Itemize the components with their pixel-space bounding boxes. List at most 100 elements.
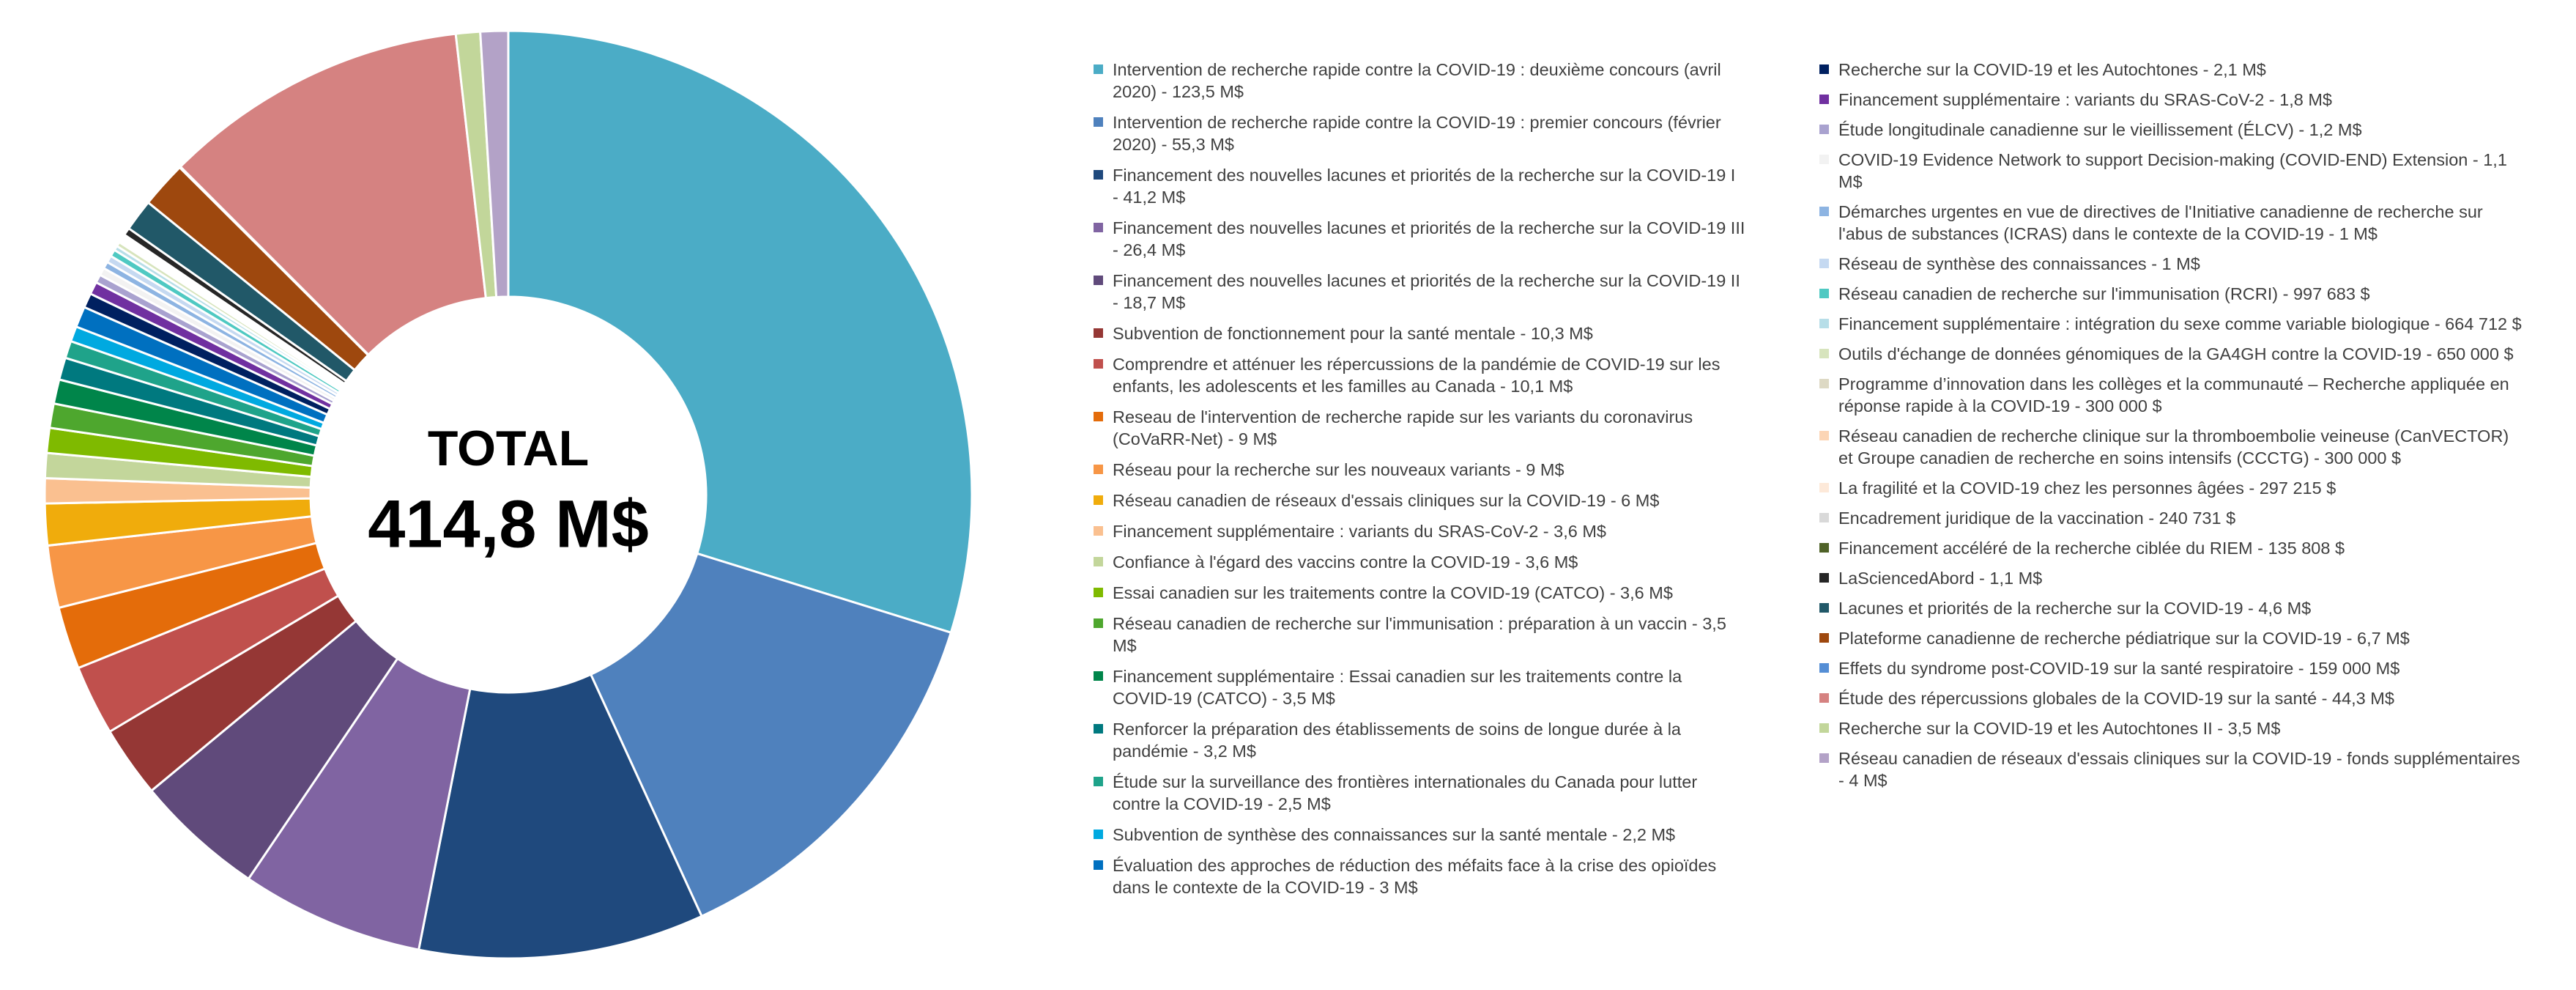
legend-item: LaSciencedAbord - 1,1 M$: [1819, 567, 2523, 589]
legend-item: La fragilité et la COVID-19 chez les per…: [1819, 477, 2523, 499]
legend-item: Réseau canadien de réseaux d'essais clin…: [1819, 747, 2523, 791]
donut-slice-40: [479, 29, 510, 299]
legend-swatch: [1094, 618, 1103, 628]
legend-swatch: [1094, 465, 1103, 474]
legend-item: Financement supplémentaire : intégration…: [1819, 313, 2523, 335]
legend-item: Réseau canadien de recherche clinique su…: [1819, 425, 2523, 469]
legend-swatch: [1819, 573, 1829, 583]
legend-item: Recherche sur la COVID-19 et les Autocht…: [1819, 59, 2523, 81]
legend-item: Financement accéléré de la recherche cib…: [1819, 537, 2523, 559]
legend-label: Comprendre et atténuer les répercussions…: [1113, 355, 1721, 396]
legend-label: Subvention de synthèse des connaissances…: [1113, 825, 1676, 844]
legend-label: Étude sur la surveillance des frontières…: [1113, 772, 1698, 813]
legend-label: Encadrement juridique de la vaccination …: [1838, 509, 2236, 528]
legend-swatch: [1094, 777, 1103, 786]
legend-swatch: [1819, 155, 1829, 164]
legend-label: Réseau canadien de réseaux d'essais clin…: [1113, 491, 1660, 510]
legend-item: Plateforme canadienne de recherche pédia…: [1819, 627, 2523, 649]
legend-item: Effets du syndrome post-COVID-19 sur la …: [1819, 657, 2523, 679]
legend-swatch: [1819, 319, 1829, 328]
legend-label: Réseau pour la recherche sur les nouveau…: [1113, 460, 1564, 479]
legend-label: Intervention de recherche rapide contre …: [1113, 113, 1721, 154]
legend-label: Reseau de l'intervention de recherche ra…: [1113, 407, 1693, 448]
legend-item: COVID-19 Evidence Network to support Dec…: [1819, 149, 2523, 193]
legend-swatch: [1094, 557, 1103, 566]
legend-item: Comprendre et atténuer les répercussions…: [1094, 353, 1745, 397]
legend-label: Étude longitudinale canadienne sur le vi…: [1838, 120, 2362, 139]
legend-item: Encadrement juridique de la vaccination …: [1819, 507, 2523, 529]
legend-swatch: [1094, 724, 1103, 734]
legend-item: Recherche sur la COVID-19 et les Autocht…: [1819, 717, 2523, 739]
legend-swatch: [1094, 588, 1103, 597]
legend-item: Réseau pour la recherche sur les nouveau…: [1094, 459, 1745, 481]
legend-swatch: [1094, 860, 1103, 870]
legend-label: Réseau canadien de recherche clinique su…: [1838, 426, 2509, 468]
legend-item: Intervention de recherche rapide contre …: [1094, 59, 1745, 103]
legend-item: Renforcer la préparation des établisseme…: [1094, 718, 1745, 762]
legend-label: Réseau canadien de recherche sur l'immun…: [1113, 614, 1726, 655]
legend-swatch: [1094, 328, 1103, 338]
center-total-value: 414,8 M$: [368, 487, 649, 562]
legend-label: Renforcer la préparation des établisseme…: [1113, 720, 1681, 761]
legend-label: Financement des nouvelles lacunes et pri…: [1113, 271, 1740, 312]
legend-label: Outils d'échange de données génomiques d…: [1838, 344, 2514, 363]
legend-label: Évaluation des approches de réduction de…: [1113, 856, 1717, 897]
donut-slices: [43, 29, 973, 960]
legend-swatch: [1819, 603, 1829, 613]
legend-label: Programme d’innovation dans les collèges…: [1838, 374, 2509, 415]
legend-swatch: [1094, 526, 1103, 536]
legend-item: Financement supplémentaire : variants du…: [1819, 89, 2523, 111]
legend-item: Financement des nouvelles lacunes et pri…: [1094, 217, 1745, 261]
legend-swatch: [1819, 349, 1829, 358]
legend-swatch: [1819, 513, 1829, 522]
center-total-label: TOTAL: [427, 421, 590, 476]
legend-label: Financement supplémentaire : variants du…: [1838, 90, 2332, 109]
legend-item: Financement supplémentaire : Essai canad…: [1094, 665, 1745, 709]
legend-label: Financement accéléré de la recherche cib…: [1838, 539, 2345, 558]
legend-item: Étude sur la surveillance des frontières…: [1094, 771, 1745, 815]
legend-label: Recherche sur la COVID-19 et les Autocht…: [1838, 719, 2281, 738]
legend-label: Réseau de synthèse des connaissances - 1…: [1838, 254, 2200, 273]
legend-item: Subvention de fonctionnement pour la san…: [1094, 322, 1745, 344]
legend-swatch: [1819, 125, 1829, 134]
legend-item: Réseau canadien de recherche sur l'immun…: [1094, 613, 1745, 657]
legend-swatch: [1094, 64, 1103, 74]
legend-swatch: [1094, 412, 1103, 421]
legend-label: Financement supplémentaire : intégration…: [1838, 314, 2522, 333]
legend-swatch: [1819, 753, 1829, 763]
legend-label: Essai canadien sur les traitements contr…: [1113, 583, 1673, 602]
legend-item: Financement supplémentaire : variants du…: [1094, 520, 1745, 542]
legend-swatch: [1094, 170, 1103, 180]
legend-swatch: [1094, 223, 1103, 232]
legend-label: Financement des nouvelles lacunes et pri…: [1113, 218, 1745, 259]
legend-swatch: [1819, 431, 1829, 440]
donut-slice-38: [179, 32, 488, 357]
legend-item: Reseau de l'intervention de recherche ra…: [1094, 406, 1745, 450]
legend-label: Intervention de recherche rapide contre …: [1113, 60, 1721, 101]
legend-swatch: [1094, 117, 1103, 127]
legend-label: La fragilité et la COVID-19 chez les per…: [1838, 479, 2336, 498]
legend-swatch: [1819, 207, 1829, 216]
legend-item: Étude des répercussions globales de la C…: [1819, 687, 2523, 709]
legend-label: Subvention de fonctionnement pour la san…: [1113, 324, 1593, 343]
legend-swatch: [1819, 259, 1829, 268]
legend-item: Intervention de recherche rapide contre …: [1094, 111, 1745, 155]
legend-swatch: [1819, 633, 1829, 643]
legend-label: Effets du syndrome post-COVID-19 sur la …: [1838, 659, 2400, 678]
legend-item: Réseau canadien de recherche sur l'immun…: [1819, 283, 2523, 305]
legend-swatch: [1819, 693, 1829, 703]
legend-swatch: [1819, 663, 1829, 673]
legend-swatch: [1094, 276, 1103, 285]
legend-item: Démarches urgentes en vue de directives …: [1819, 201, 2523, 245]
legend-item: Confiance à l'égard des vaccins contre l…: [1094, 551, 1745, 573]
legend-item: Réseau de synthèse des connaissances - 1…: [1819, 253, 2523, 275]
legend-label: Financement des nouvelles lacunes et pri…: [1113, 166, 1736, 207]
legend-swatch: [1819, 95, 1829, 104]
legend-label: Recherche sur la COVID-19 et les Autocht…: [1838, 60, 2266, 79]
donut-slice-3: [417, 673, 704, 960]
legend-label: Financement supplémentaire : Essai canad…: [1113, 667, 1682, 708]
legend-label: LaSciencedAbord - 1,1 M$: [1838, 569, 2043, 588]
legend-item: Financement des nouvelles lacunes et pri…: [1094, 270, 1745, 314]
donut-slice-2: [589, 552, 953, 918]
